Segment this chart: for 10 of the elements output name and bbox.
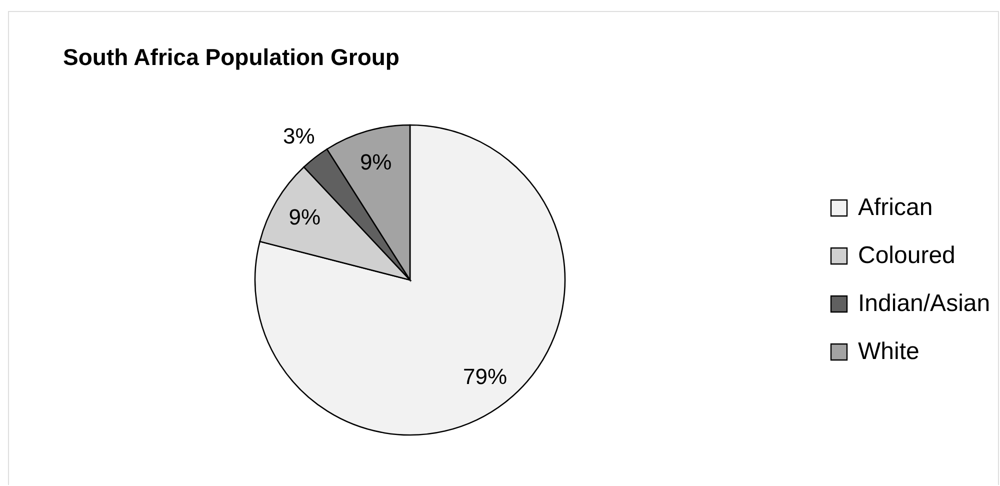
data-label: 9% [360,149,392,174]
chart-title: South Africa Population Group [63,44,400,70]
legend-label: Indian/Asian [858,290,990,317]
data-label: 3% [282,124,315,149]
legend-label: Coloured [858,242,956,269]
data-label: 9% [288,204,320,230]
legend-label: African [858,194,933,221]
pie-slice [254,124,566,436]
data-label: 79% [463,364,508,389]
legend-label: White [858,338,920,365]
